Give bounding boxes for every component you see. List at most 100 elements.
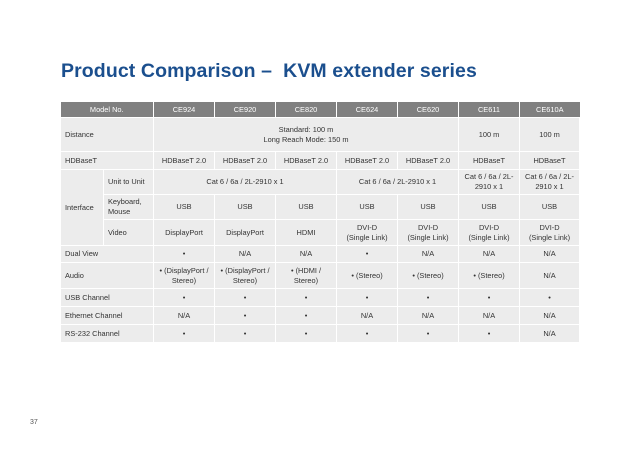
sublabel-line: Keyboard, [108,197,142,207]
cell: DisplayPort [214,219,276,246]
cell: Cat 6 / 6a / 2L-2910 x 1 [336,169,459,195]
row-label-interface: Interface [60,169,104,246]
cell-line: 2910 x 1 [474,182,504,191]
cell: HDBaseT [519,151,580,170]
row-sublabel: Unit to Unit [103,169,154,195]
cell-line: • (DisplayPort / [220,265,270,275]
cell: HDBaseT 2.0 [214,151,276,170]
header-model: CE920 [214,102,276,118]
cell-line: DVI-D [417,222,439,232]
row-video: Video DisplayPort DisplayPort HDMI DVI-D… [61,219,580,246]
cell: • [153,245,215,263]
cell: N/A [519,324,580,343]
cell: • [214,324,276,343]
cell: HDBaseT 2.0 [397,151,459,170]
cell-line: • (DisplayPort / [159,265,209,275]
cell: USB [336,194,398,220]
cell: DVI-D (Single Link) [336,219,398,246]
row-hdbaset: HDBaseT HDBaseT 2.0 HDBaseT 2.0 HDBaseT … [60,151,580,170]
cell: • [275,306,337,325]
sublabel-line: Mouse [108,207,131,216]
cell: USB [214,194,276,220]
cell: • [153,324,215,343]
row-label: RS-232 Channel [60,324,154,343]
cell-line: (Single Link) [528,232,571,242]
row-rs232-channel: RS-232 Channel • • • • • • N/A [60,324,580,343]
cell: N/A [397,306,459,325]
cell: N/A [214,245,276,263]
cell-line: Stereo) [232,275,258,285]
cell: N/A [153,306,215,325]
cell: N/A [397,245,459,263]
cell: • [397,324,459,343]
cell-line: Cat 6 / 6a / 2L- [464,172,514,182]
cell-line: • (HDMI / [290,265,322,275]
cell: N/A [336,306,398,325]
row-ethernet-channel: Ethernet Channel N/A • • N/A N/A N/A N/A [60,306,580,325]
cell-line: (Single Link) [407,232,449,242]
distance-standard: Standard: 100 m [278,124,334,134]
row-label: HDBaseT [60,151,154,170]
cell: Cat 6 / 6a / 2L-2910 x 1 [153,169,337,195]
cell: HDBaseT 2.0 [153,151,215,170]
cell: HDBaseT 2.0 [275,151,337,170]
cell: HDBaseT [458,151,520,170]
cell: N/A [275,245,337,263]
cell: USB [519,194,580,220]
row-audio: Audio • (DisplayPort / Stereo) • (Displa… [60,262,580,289]
cell: 100 m [519,117,580,152]
cell: • [397,288,459,307]
header-row: Model No. CE924 CE920 CE820 CE624 CE620 … [60,102,580,118]
cell-line: Stereo) [171,275,197,285]
comparison-table: Model No. CE924 CE920 CE820 CE624 CE620 … [60,102,580,343]
cell: USB [153,194,215,220]
cell: • [458,288,520,307]
header-model: CE610A [519,102,580,118]
cell: N/A [519,245,580,263]
distance-long-reach: Long Reach Mode: 150 m [263,134,349,144]
row-dual-view: Dual View • N/A N/A • N/A N/A N/A [60,245,580,263]
cell-line: DVI-D [539,222,560,232]
page-title: Product Comparison – KVM extender series [61,60,477,82]
cell: USB [397,194,459,220]
cell: USB [275,194,337,220]
cell-line: DVI-D [356,222,378,232]
cell: USB [458,194,520,220]
cell-distance-standard: Standard: 100 m Long Reach Mode: 150 m [153,117,459,152]
cell: • [214,306,276,325]
cell: • [275,324,337,343]
cell-line: DVI-D [478,222,500,232]
cell: • (HDMI / Stereo) [275,262,337,289]
cell: 100 m [458,117,520,152]
cell: Cat 6 / 6a / 2L- 2910 x 1 [458,169,520,195]
cell: N/A [519,262,580,289]
cell: • [519,288,580,307]
header-model: CE620 [397,102,459,118]
cell: DVI-D (Single Link) [458,219,520,246]
header-model: CE924 [153,102,215,118]
cell: N/A [458,245,520,263]
cell: N/A [519,306,580,325]
row-sublabel: Video [103,219,154,246]
cell: HDMI [275,219,337,246]
row-distance: Distance Standard: 100 m Long Reach Mode… [60,117,580,152]
header-model: CE820 [275,102,337,118]
cell: • [275,288,337,307]
cell: • [458,324,520,343]
cell-line: Stereo) [293,275,319,285]
cell-line: (Single Link) [468,232,510,242]
cell: • [336,245,398,263]
header-model: CE611 [458,102,520,118]
cell-line: (Single Link) [346,232,388,242]
cell: • [153,288,215,307]
cell: • (Stereo) [458,262,520,289]
cell: • (Stereo) [397,262,459,289]
row-label: Dual View [60,245,154,263]
row-label: Ethernet Channel [60,306,154,325]
cell: • (DisplayPort / Stereo) [214,262,276,289]
row-label: USB Channel [60,288,154,307]
cell: • [214,288,276,307]
cell: N/A [458,306,520,325]
row-usb-channel: USB Channel • • • • • • • [60,288,580,307]
row-sublabel: Keyboard, Mouse [103,194,154,220]
